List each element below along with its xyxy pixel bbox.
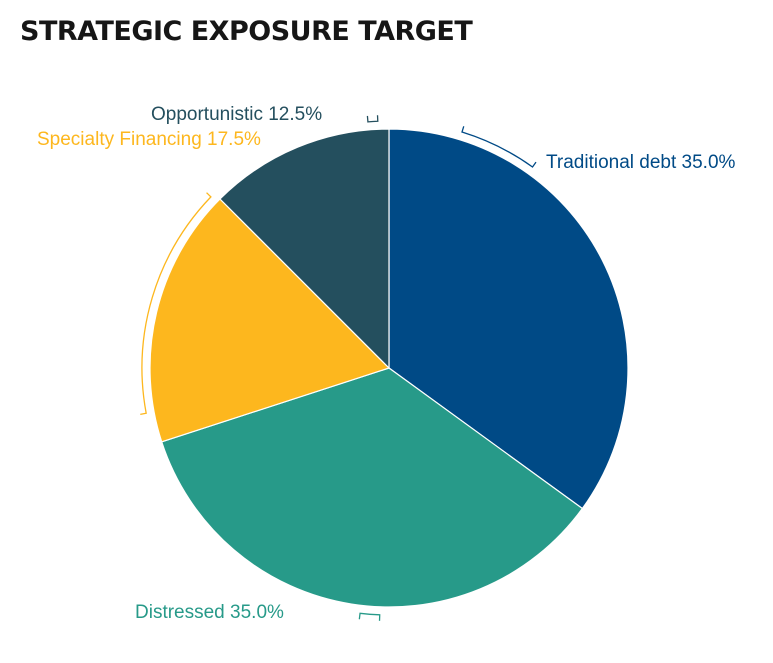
slice-label-distressed: Distressed 35.0% [135, 602, 284, 623]
pie-slice-distressed [160, 367, 584, 608]
pie-slice-traditional-debt [388, 128, 629, 510]
pie-slices [149, 128, 629, 608]
label-brackets [140, 115, 537, 621]
slice-labels: Traditional debt 35.0% Distressed 35.0% Sp… [37, 104, 736, 623]
slice-label-specialty-financing: Specialty Financing 17.5% [37, 129, 261, 150]
label-bracket-opportunistic [366, 115, 379, 123]
pie-slice-opportunistic [219, 128, 390, 370]
label-bracket-traditional-debt [461, 126, 537, 168]
label-bracket-distressed [358, 612, 381, 621]
pie-slice-specialty-financing [149, 198, 391, 443]
chart-title: STRATEGIC EXPOSURE TARGET [20, 16, 473, 47]
slice-label-traditional-debt: Traditional debt 35.0% [546, 152, 736, 173]
label-bracket-specialty-financing [140, 192, 212, 415]
slice-label-opportunistic: Opportunistic 12.5% [151, 104, 322, 125]
